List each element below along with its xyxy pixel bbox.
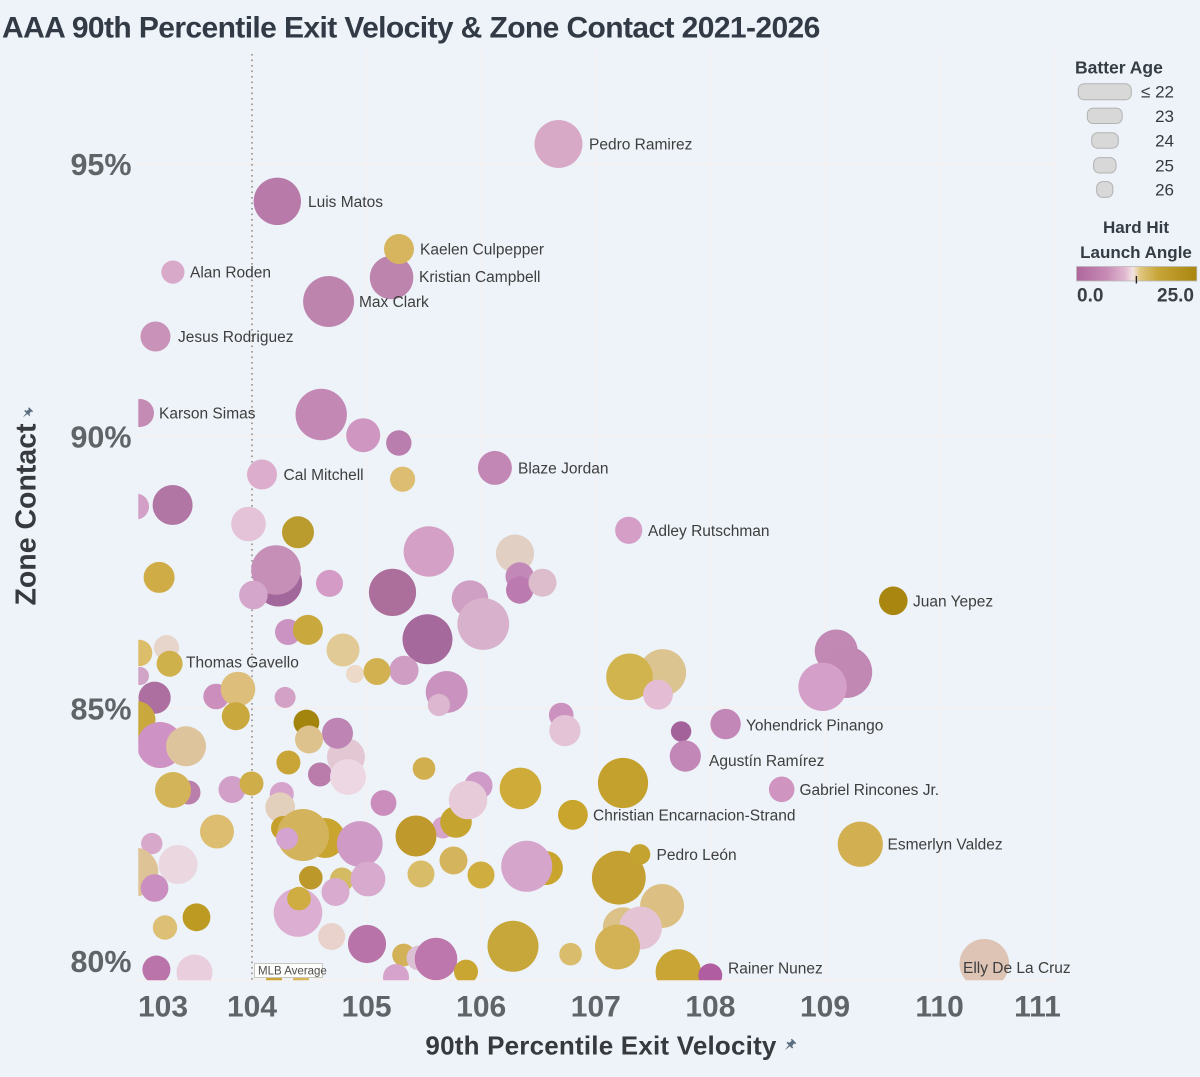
- svg-text:105: 105: [342, 991, 392, 1024]
- svg-text:106: 106: [456, 991, 506, 1024]
- svg-text:80%: 80%: [70, 945, 131, 979]
- svg-text:95%: 95%: [70, 148, 131, 182]
- svg-text:Max Clark: Max Clark: [359, 294, 429, 311]
- svg-text:Karson Simas: Karson Simas: [159, 406, 256, 423]
- svg-text:Yohendrick Pinango: Yohendrick Pinango: [746, 718, 883, 735]
- svg-text:≤ 22: ≤ 22: [1141, 83, 1174, 102]
- svg-text:Elly De La Cruz: Elly De La Cruz: [963, 960, 1071, 977]
- svg-text:Alan Roden: Alan Roden: [190, 265, 271, 282]
- svg-text:Agustín Ramírez: Agustín Ramírez: [709, 753, 824, 770]
- svg-text:Christian Encarnacion-Strand: Christian Encarnacion-Strand: [593, 807, 795, 824]
- svg-text:107: 107: [571, 991, 621, 1024]
- svg-text:Pedro Ramirez: Pedro Ramirez: [589, 137, 692, 154]
- svg-text:AAA 90th Percentile Exit Veloc: AAA 90th Percentile Exit Velocity & Zone…: [2, 12, 820, 45]
- svg-text:Adley Rutschman: Adley Rutschman: [648, 523, 769, 540]
- svg-text:Luis Matos: Luis Matos: [308, 194, 383, 211]
- svg-text:23: 23: [1155, 107, 1174, 126]
- svg-text:24: 24: [1155, 132, 1174, 151]
- svg-text:Kristian Campbell: Kristian Campbell: [419, 269, 540, 286]
- svg-text:Rainer Nunez: Rainer Nunez: [728, 961, 823, 978]
- svg-text:Cal Mitchell: Cal Mitchell: [284, 467, 364, 484]
- svg-text:110: 110: [915, 991, 963, 1024]
- svg-text:25.0: 25.0: [1157, 286, 1194, 307]
- svg-text:Zone Contact: Zone Contact: [11, 423, 43, 606]
- svg-text:Batter Age: Batter Age: [1075, 58, 1163, 78]
- svg-text:111: 111: [1014, 991, 1061, 1024]
- svg-text:108: 108: [685, 991, 735, 1024]
- svg-text:104: 104: [227, 991, 277, 1024]
- svg-text:Esmerlyn Valdez: Esmerlyn Valdez: [888, 837, 1003, 854]
- svg-text:Hard Hit: Hard Hit: [1103, 218, 1169, 237]
- svg-text:Juan Yepez: Juan Yepez: [913, 593, 993, 610]
- svg-text:0.0: 0.0: [1077, 286, 1103, 307]
- svg-text:MLB Average: MLB Average: [258, 966, 327, 978]
- svg-text:Gabriel Rincones Jr.: Gabriel Rincones Jr.: [800, 782, 940, 799]
- svg-text:Blaze Jordan: Blaze Jordan: [518, 460, 608, 477]
- svg-text:Thomas Gavello: Thomas Gavello: [186, 655, 299, 672]
- svg-text:26: 26: [1155, 181, 1174, 200]
- svg-text:90%: 90%: [70, 420, 131, 454]
- svg-text:103: 103: [138, 991, 188, 1024]
- svg-text:Launch Angle: Launch Angle: [1080, 243, 1192, 262]
- svg-text:Jesus Rodriguez: Jesus Rodriguez: [178, 329, 293, 346]
- svg-text:85%: 85%: [70, 693, 131, 727]
- svg-text:25: 25: [1155, 156, 1174, 175]
- svg-text:Pedro León: Pedro León: [657, 847, 737, 864]
- svg-text:109: 109: [800, 991, 850, 1024]
- svg-text:90th Percentile Exit Velocity: 90th Percentile Exit Velocity: [425, 1031, 777, 1061]
- svg-text:Kaelen Culpepper: Kaelen Culpepper: [420, 242, 544, 259]
